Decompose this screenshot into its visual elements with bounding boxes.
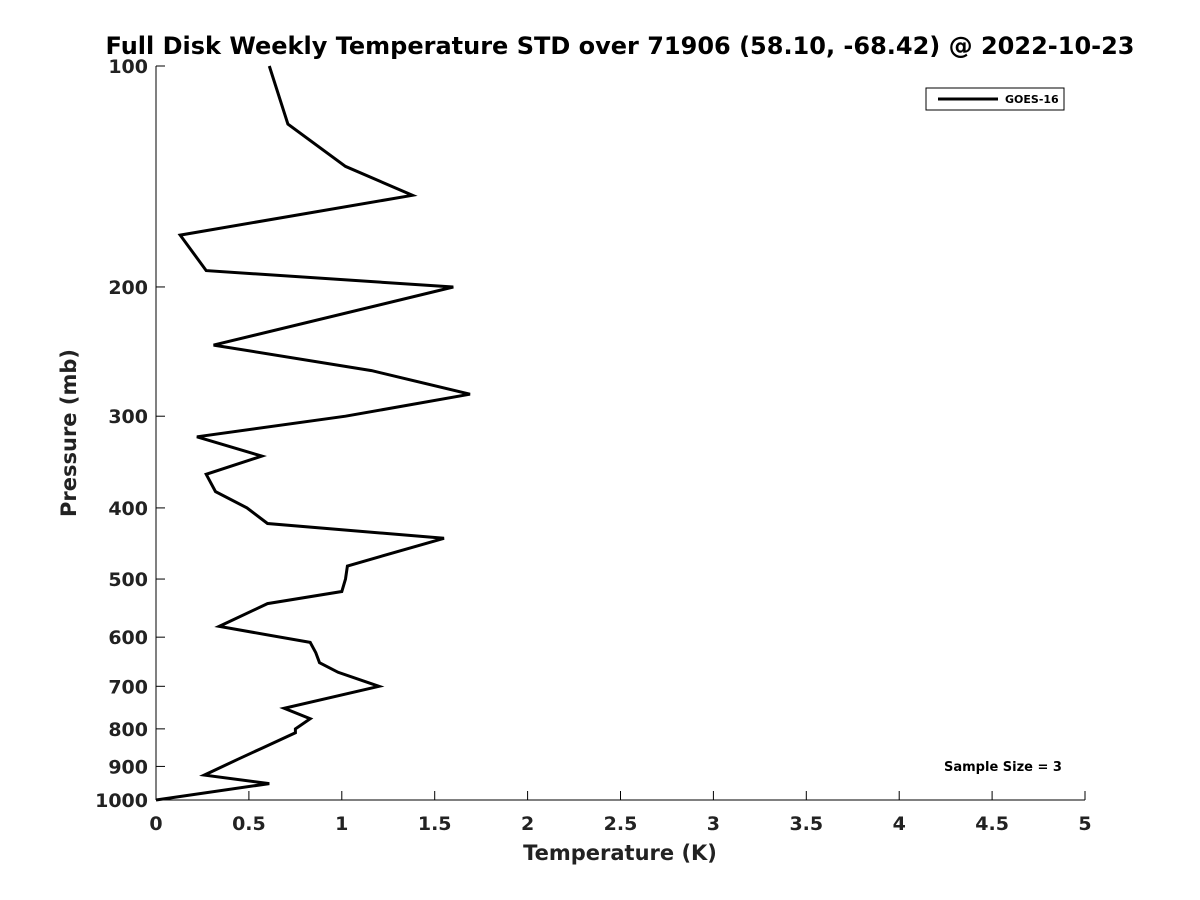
y-tick-label: 100 [108, 56, 148, 78]
y-tick-label: 1000 [95, 790, 148, 812]
x-tick-label: 5 [1078, 813, 1091, 835]
legend: GOES-16 [925, 87, 1065, 111]
x-axis-label: Temperature (K) [523, 841, 717, 865]
x-tick-label: 0.5 [232, 813, 266, 835]
y-tick-label: 900 [108, 756, 148, 778]
x-tick-label: 2 [521, 813, 534, 835]
x-axis-ticks: 0 0.5 1 1.5 2 2.5 3 3.5 4 4.5 5 [149, 791, 1092, 835]
x-tick-label: 4.5 [975, 813, 1009, 835]
series-layer [155, 65, 471, 802]
x-tick-label: 2.5 [604, 813, 638, 835]
x-tick-label: 1.5 [418, 813, 452, 835]
x-tick-label: 0 [149, 813, 162, 835]
x-tick-label: 4 [893, 813, 906, 835]
y-tick-label: 500 [108, 569, 148, 591]
sample-size-annotation: Sample Size = 3 [944, 760, 1062, 775]
y-axis-label: Pressure (mb) [57, 349, 81, 517]
y-tick-label: 600 [108, 627, 148, 649]
y-tick-label: 300 [108, 406, 148, 428]
plot-frame [155, 66, 1085, 801]
legend-entry-goes-16: GOES-16 [1005, 93, 1059, 106]
x-tick-label: 3 [707, 813, 720, 835]
y-axis-ticks: 100 200 300 400 500 600 700 800 900 1000 [95, 56, 165, 812]
y-tick-label: 400 [108, 498, 148, 520]
chart-title: Full Disk Weekly Temperature STD over 71… [106, 32, 1135, 60]
y-tick-label: 800 [108, 719, 148, 741]
y-tick-label: 200 [108, 277, 148, 299]
x-tick-label: 3.5 [789, 813, 823, 835]
y-tick-label: 700 [108, 676, 148, 698]
series-line-goes-16 [155, 65, 471, 802]
x-tick-label: 1 [335, 813, 348, 835]
